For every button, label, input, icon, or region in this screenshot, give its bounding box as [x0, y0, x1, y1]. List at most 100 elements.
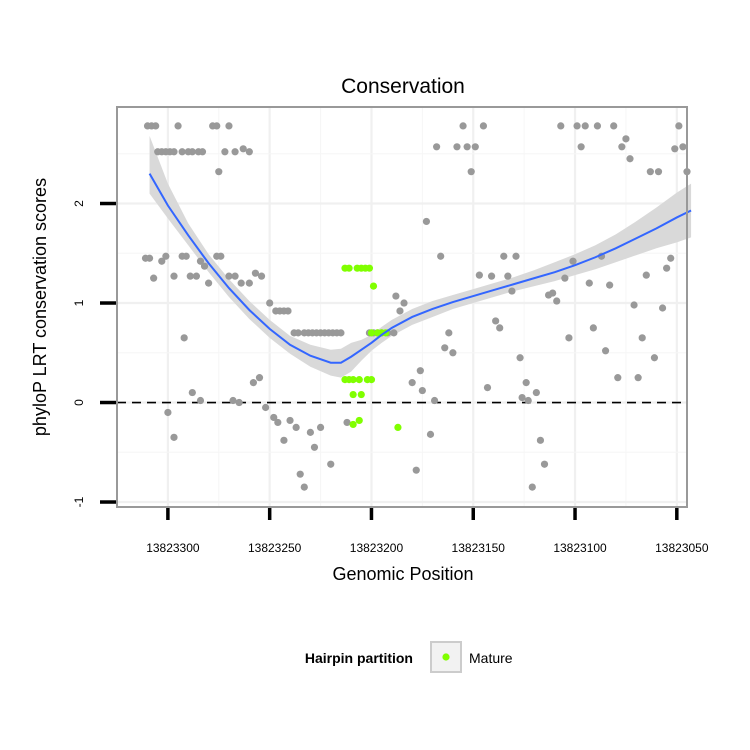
point-70 — [270, 413, 278, 422]
point-125 — [540, 460, 549, 468]
point-104 — [459, 122, 467, 130]
point-156 — [667, 254, 675, 262]
point-136 — [585, 279, 593, 287]
legend: Hairpin partition Mature — [305, 641, 513, 673]
point-99 — [437, 252, 445, 260]
point-75 — [296, 470, 304, 478]
mature-point-5 — [365, 264, 374, 272]
point-64 — [164, 408, 172, 417]
point-142 — [610, 122, 618, 130]
point-158 — [675, 122, 683, 130]
plot-panel — [117, 107, 687, 507]
point-135 — [581, 122, 589, 130]
point-9 — [178, 148, 186, 156]
point-118 — [516, 354, 524, 362]
point-107 — [471, 143, 479, 151]
point-119 — [518, 393, 526, 402]
point-123 — [532, 388, 540, 397]
point-145 — [622, 135, 630, 143]
point-81 — [343, 418, 351, 427]
point-17 — [225, 122, 233, 130]
point-74 — [292, 423, 300, 431]
confidence-ribbon-layer — [149, 135, 692, 378]
mature-point-1 — [345, 264, 353, 272]
point-43 — [266, 299, 274, 307]
point-92 — [412, 466, 420, 474]
point-34 — [205, 279, 213, 287]
point-42 — [257, 272, 266, 280]
confidence-ribbon — [149, 135, 692, 378]
mature-point-14 — [357, 390, 365, 399]
point-60 — [180, 334, 188, 342]
mature-point-6 — [369, 282, 378, 290]
point-31 — [192, 272, 200, 280]
point-110 — [483, 383, 492, 392]
point-144 — [618, 143, 626, 151]
point-113 — [496, 324, 504, 332]
point-141 — [606, 281, 614, 289]
mature-point-12 — [367, 376, 376, 384]
point-19 — [239, 145, 247, 153]
point-159 — [679, 143, 687, 151]
point-77 — [306, 428, 314, 436]
point-157 — [671, 145, 679, 153]
point-94 — [418, 386, 426, 395]
mature-point-17 — [394, 423, 402, 431]
point-143 — [614, 374, 622, 382]
point-47 — [284, 307, 292, 315]
point-76 — [300, 483, 308, 491]
y-tick-label-3: 2 — [72, 200, 86, 207]
point-91 — [408, 379, 416, 387]
point-146 — [626, 155, 634, 163]
point-105 — [463, 143, 471, 151]
point-148 — [634, 374, 642, 382]
plot-panel-border — [116, 106, 688, 508]
point-138 — [593, 122, 602, 130]
point-24 — [150, 274, 158, 282]
point-140 — [601, 347, 610, 355]
point-39 — [237, 279, 245, 287]
mature-point-9 — [349, 376, 357, 384]
point-151 — [646, 168, 654, 176]
point-61 — [196, 396, 205, 405]
point-129 — [557, 122, 565, 130]
mature-point-16 — [355, 416, 363, 425]
point-122 — [528, 483, 536, 491]
point-134 — [577, 143, 585, 151]
x-tick-label-3: 13823150 — [452, 541, 506, 555]
point-121 — [524, 396, 532, 405]
point-69 — [262, 403, 270, 412]
point-32 — [196, 257, 205, 265]
point-101 — [445, 329, 453, 337]
point-93 — [416, 367, 424, 375]
point-155 — [663, 264, 671, 272]
point-7 — [170, 148, 178, 156]
point-97 — [430, 396, 439, 405]
point-80 — [327, 460, 335, 468]
point-102 — [449, 349, 457, 357]
point-11 — [188, 148, 196, 156]
chart-title: Conservation — [341, 75, 465, 98]
point-154 — [658, 304, 667, 312]
point-137 — [589, 324, 597, 332]
point-21 — [215, 168, 223, 176]
point-23 — [145, 254, 154, 262]
axis-ticks-layer: 13823300 13823250 13823200 13823150 13823100… — [72, 200, 709, 555]
point-63 — [170, 433, 178, 441]
mature-point-18 — [367, 329, 376, 337]
point-150 — [642, 271, 650, 279]
point-79 — [316, 423, 325, 431]
point-103 — [453, 143, 461, 151]
x-axis-title: Genomic Position — [332, 564, 473, 584]
point-109 — [479, 122, 488, 130]
point-59 — [337, 329, 345, 337]
smooth-line-layer — [148, 173, 692, 364]
point-67 — [249, 379, 257, 387]
point-133 — [573, 122, 581, 130]
point-40 — [245, 279, 253, 287]
point-130 — [561, 274, 569, 282]
point-13 — [198, 148, 207, 156]
mature-point-13 — [349, 390, 357, 399]
mature-point-10 — [355, 376, 363, 384]
point-131 — [565, 334, 573, 342]
